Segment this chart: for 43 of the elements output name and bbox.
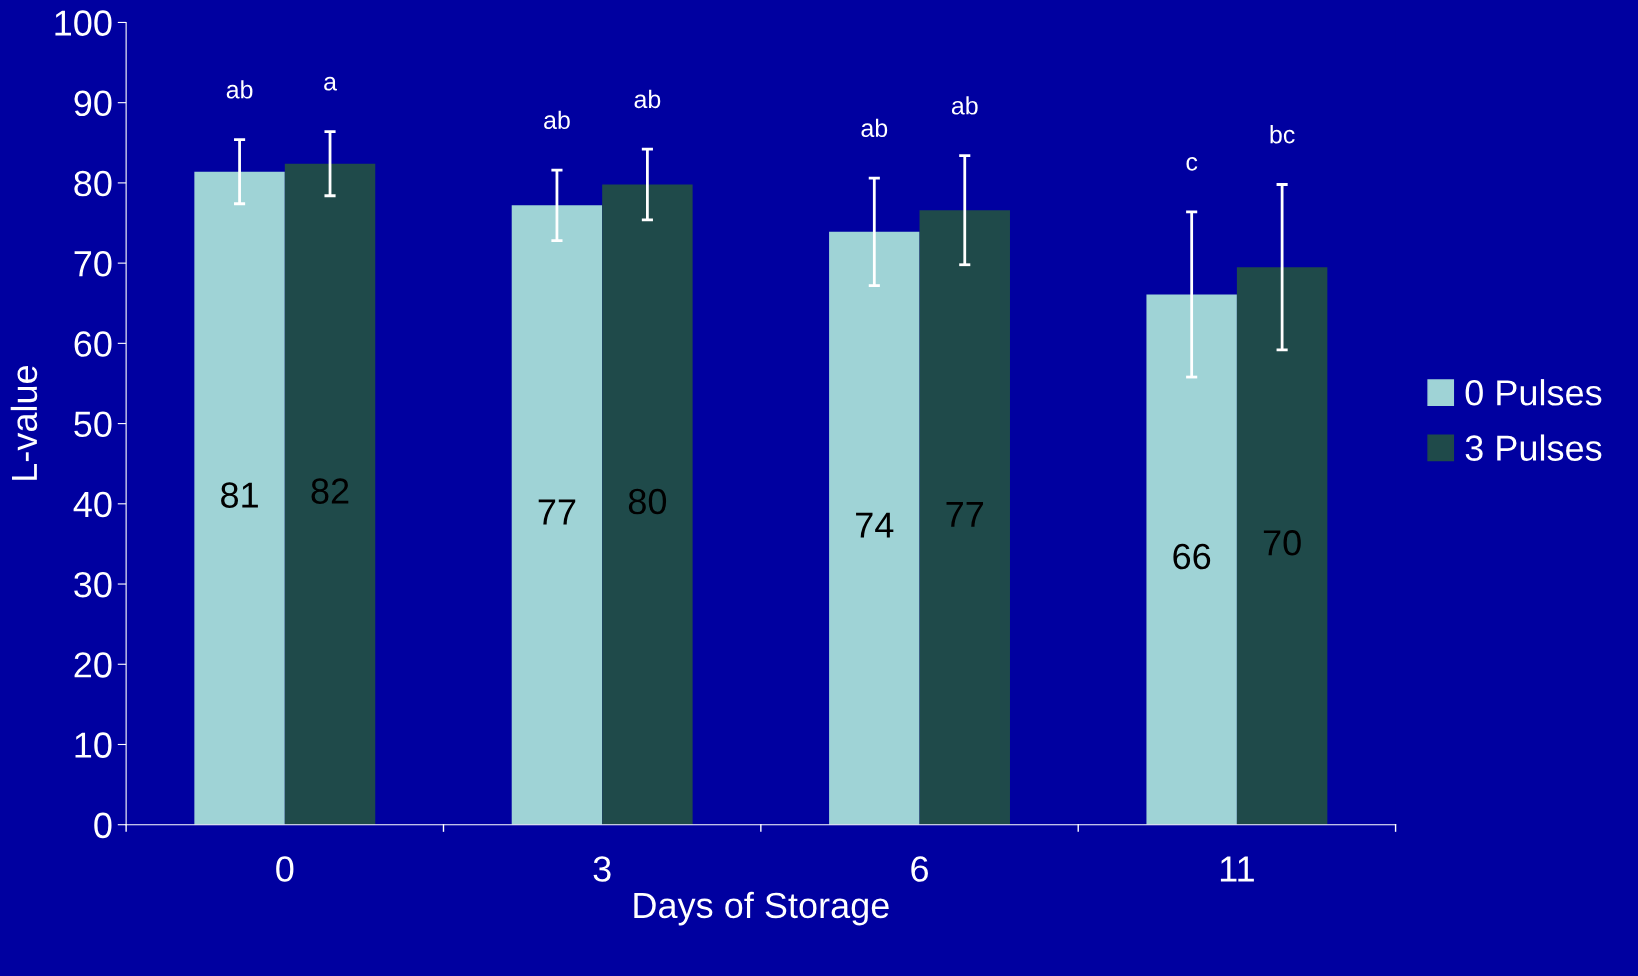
- y-tick-label: 70: [74, 251, 112, 277]
- bar: [284, 163, 376, 825]
- annotation: bc: [1270, 125, 1295, 144]
- y-tick-label: 80: [74, 170, 112, 197]
- y-tick-label: 60: [74, 331, 112, 357]
- y-axis-title: L-value: [10, 365, 38, 480]
- x-tick-label: 11: [1220, 856, 1254, 882]
- bar: [511, 205, 603, 825]
- annotation: ab: [544, 110, 570, 130]
- annotation: ab: [951, 96, 978, 115]
- data-label: 80: [628, 488, 667, 515]
- annotation: ab: [634, 89, 661, 109]
- annotation: a: [324, 76, 337, 91]
- annotation: c: [1186, 157, 1198, 171]
- data-label: 70: [1263, 530, 1301, 556]
- annotation: ab: [861, 118, 888, 138]
- bar: [602, 184, 693, 825]
- data-label: 77: [946, 501, 984, 527]
- y-tick-label: 40: [73, 491, 112, 518]
- annotation: ab: [226, 80, 253, 99]
- bar: [919, 210, 1010, 825]
- bar: [1236, 267, 1328, 825]
- y-tick-label: 50: [74, 411, 112, 438]
- bar: [1146, 294, 1237, 825]
- x-axis-title: Days of Storage: [634, 891, 889, 926]
- data-label: 74: [856, 512, 894, 538]
- bar: [194, 171, 285, 825]
- x-tick-label: 6: [911, 856, 928, 882]
- legend-label: 3 Pulses: [1465, 434, 1602, 461]
- data-label: 66: [1173, 543, 1211, 570]
- y-tick-label: 20: [74, 652, 112, 678]
- y-tick-label: 100: [55, 10, 112, 36]
- x-tick-label: 0: [276, 856, 294, 882]
- y-tick-label: 10: [75, 732, 112, 758]
- y-tick-label: 30: [74, 571, 112, 598]
- data-label: 77: [538, 499, 576, 525]
- y-tick-label: 90: [74, 90, 112, 117]
- legend-label: 0 Pulses: [1465, 379, 1602, 406]
- data-label: 82: [311, 478, 349, 504]
- bar: [829, 231, 920, 825]
- y-tick-label: 0: [94, 812, 112, 839]
- data-label: 81: [221, 482, 258, 508]
- x-tick-label: 3: [593, 856, 611, 882]
